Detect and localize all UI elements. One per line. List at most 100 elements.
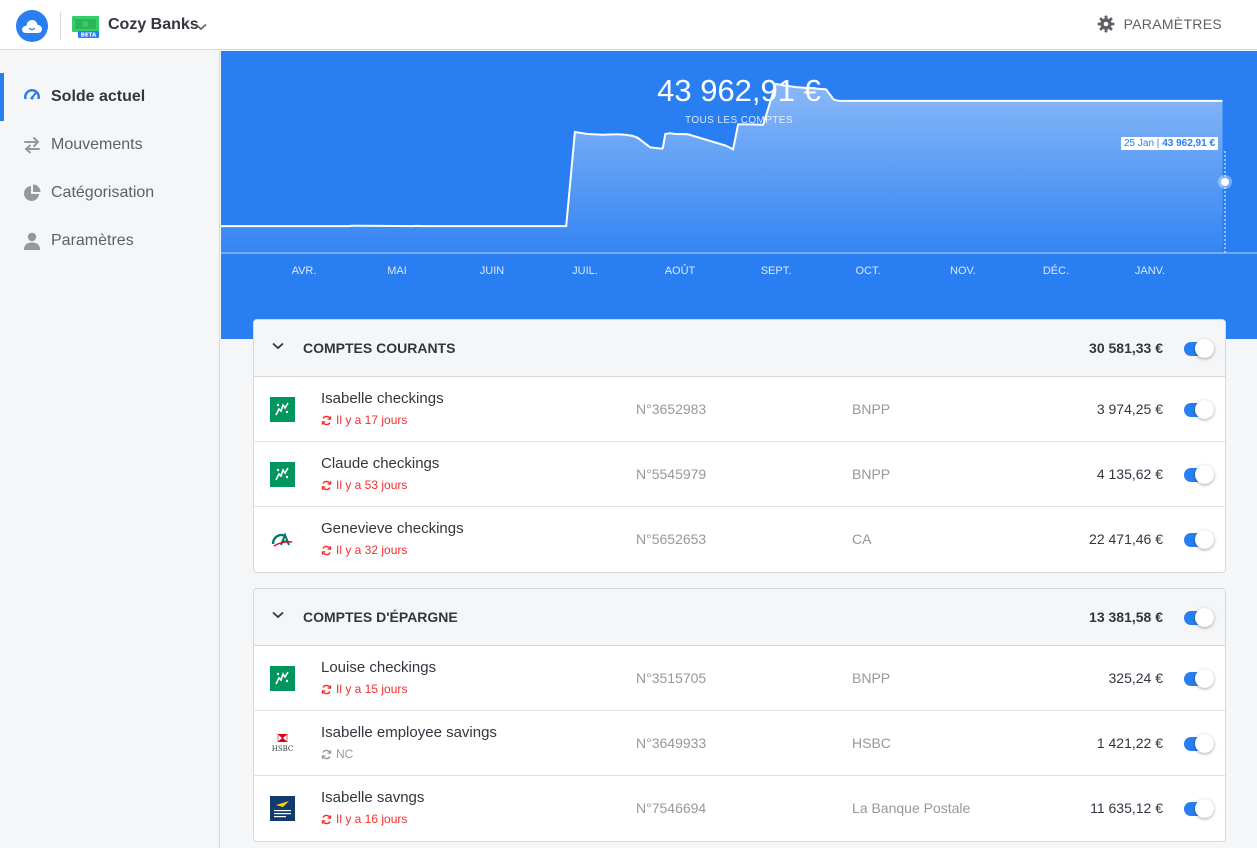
sync-error-icon: [321, 814, 332, 824]
account-number: N°5545979: [636, 466, 707, 482]
x-tick-label: JUIL.: [572, 265, 598, 277]
cozy-banks-app-icon: BETA: [72, 15, 100, 39]
banque-postale-logo-icon: [270, 796, 295, 821]
total-balance-caption: TOUS LES COMPTES: [685, 115, 793, 126]
tooltip-value: 43 962,91 €: [1162, 138, 1216, 149]
account-name: Louise checkings: [321, 659, 437, 676]
account-sync-status: Il y a 17 jours: [321, 413, 407, 427]
x-tick-label: AVR.: [292, 265, 317, 277]
account-number: N°3649933: [636, 735, 707, 751]
bnp-logo-icon: [270, 666, 295, 691]
group-title: COMPTES COURANTS: [303, 340, 456, 356]
chevron-down-icon[interactable]: [195, 18, 207, 36]
group-header[interactable]: COMPTES D'ÉPARGNE 13 381,58 €: [254, 589, 1225, 646]
svg-text:HSBC: HSBC: [272, 745, 294, 753]
x-tick-label: NOV.: [950, 265, 976, 277]
cursor-point[interactable]: [1221, 178, 1229, 186]
account-balance: 3 974,25 €: [1096, 401, 1163, 417]
sync-error-icon: [321, 545, 332, 555]
bnp-logo-icon: [270, 462, 295, 487]
account-toggle[interactable]: [1184, 465, 1214, 484]
account-sync-status: Il y a 32 jours: [321, 543, 407, 557]
account-balance: 1 421,22 €: [1096, 735, 1163, 751]
x-tick-label: JANV.: [1135, 265, 1165, 277]
tooltip-date: 25 Jan: [1124, 138, 1155, 149]
account-bank: BNPP: [852, 401, 891, 417]
account-row[interactable]: HSBC Isabelle employee savings NC N°3649…: [254, 711, 1225, 776]
transfer-arrows-icon: [24, 137, 40, 154]
group-toggle[interactable]: [1184, 339, 1214, 358]
pie-chart-icon: [24, 184, 41, 201]
account-group-comptes-epargne: COMPTES D'ÉPARGNE 13 381,58 € Louise che…: [253, 588, 1226, 842]
x-tick-label: JUIN: [480, 265, 505, 277]
account-group-comptes-courants: COMPTES COURANTS 30 581,33 € Isabelle ch…: [253, 319, 1226, 573]
balance-line: [221, 82, 1223, 228]
group-total: 30 581,33 €: [1089, 340, 1163, 356]
sidebar-item-solde-actuel[interactable]: Solde actuel: [0, 73, 219, 121]
sidebar-item-categorisation[interactable]: Catégorisation: [0, 169, 219, 217]
account-toggle[interactable]: [1184, 734, 1214, 753]
x-tick-label: MAI: [387, 265, 407, 277]
account-toggle[interactable]: [1184, 400, 1214, 419]
balance-history-chart[interactable]: SAVR.MAIJUINJUIL.AOÛTSEPT.OCT.NOV.DÉC.JA…: [221, 51, 1257, 339]
x-tick-label: DÉC.: [1043, 264, 1069, 277]
account-balance: 11 635,12 €: [1090, 800, 1163, 816]
balance-area: [221, 84, 1223, 253]
settings-button[interactable]: PARAMÈTRES: [1097, 15, 1222, 33]
sidebar-item-label: Catégorisation: [51, 184, 155, 201]
account-name: Claude checkings: [321, 455, 440, 472]
account-name: Genevieve checkings: [321, 520, 464, 537]
account-row[interactable]: Isabelle checkings Il y a 17 jours N°365…: [254, 377, 1225, 442]
bnp-logo-icon: [270, 397, 295, 422]
account-balance: 22 471,46 €: [1089, 531, 1163, 547]
group-total: 13 381,58 €: [1089, 609, 1163, 625]
user-icon: [24, 232, 40, 250]
sidebar-item-parametres[interactable]: Paramètres: [0, 217, 219, 265]
ca-logo-icon: [270, 527, 295, 552]
app-name[interactable]: Cozy Banks: [108, 16, 199, 33]
chevron-down-icon[interactable]: [272, 611, 284, 619]
account-row[interactable]: Louise checkings Il y a 15 jours N°35157…: [254, 646, 1225, 711]
account-sync-status: Il y a 53 jours: [321, 478, 407, 492]
balance-hero: 43 962,91 € TOUS LES COMPTES SAVR.MAIJUI…: [221, 51, 1257, 339]
account-number: N°7546694: [636, 800, 707, 816]
beta-badge: BETA: [81, 33, 97, 39]
account-sync-status: NC: [321, 747, 353, 761]
sidebar-item-label: Solde actuel: [51, 88, 146, 105]
account-name: Isabelle savngs: [321, 789, 425, 806]
sync-error-icon: [321, 415, 332, 425]
sidebar-item-mouvements[interactable]: Mouvements: [0, 121, 219, 169]
cozy-cloud-logo-icon[interactable]: [16, 10, 48, 42]
sidebar-item-label: Mouvements: [51, 136, 143, 153]
account-toggle[interactable]: [1184, 530, 1214, 549]
account-bank: BNPP: [852, 466, 891, 482]
account-balance: 4 135,62 €: [1096, 466, 1163, 482]
account-bank: HSBC: [852, 735, 891, 751]
account-name: Isabelle checkings: [321, 390, 444, 407]
hsbc-logo-icon: HSBC: [270, 731, 295, 756]
sidebar: Solde actuel Mouvements Catégorisation P…: [0, 51, 220, 848]
account-balance: 325,24 €: [1108, 670, 1164, 686]
account-number: N°3515705: [636, 670, 707, 686]
x-tick-label: AOÛT: [665, 264, 696, 277]
account-toggle[interactable]: [1184, 669, 1214, 688]
account-sync-status: Il y a 16 jours: [321, 812, 407, 826]
account-bank: BNPP: [852, 670, 891, 686]
group-title: COMPTES D'ÉPARGNE: [303, 609, 458, 625]
account-sync-status: Il y a 15 jours: [321, 682, 407, 696]
x-tick-label: OCT.: [855, 265, 880, 277]
chart-tooltip: 25 Jan | 43 962,91 €: [1121, 137, 1219, 150]
account-toggle[interactable]: [1184, 799, 1214, 818]
account-row[interactable]: Isabelle savngs Il y a 16 jours N°754669…: [254, 776, 1225, 841]
chevron-down-icon[interactable]: [272, 342, 284, 350]
sync-icon: [321, 749, 332, 759]
account-number: N°3652983: [636, 401, 707, 417]
group-toggle[interactable]: [1184, 608, 1214, 627]
account-row[interactable]: Claude checkings Il y a 53 jours N°55459…: [254, 442, 1225, 507]
account-number: N°5652653: [636, 531, 707, 547]
account-name: Isabelle employee savings: [321, 724, 497, 741]
group-header[interactable]: COMPTES COURANTS 30 581,33 €: [254, 320, 1225, 377]
sidebar-item-label: Paramètres: [51, 232, 134, 249]
gear-icon: [1097, 15, 1114, 33]
account-row[interactable]: Genevieve checkings Il y a 32 jours N°56…: [254, 507, 1225, 572]
